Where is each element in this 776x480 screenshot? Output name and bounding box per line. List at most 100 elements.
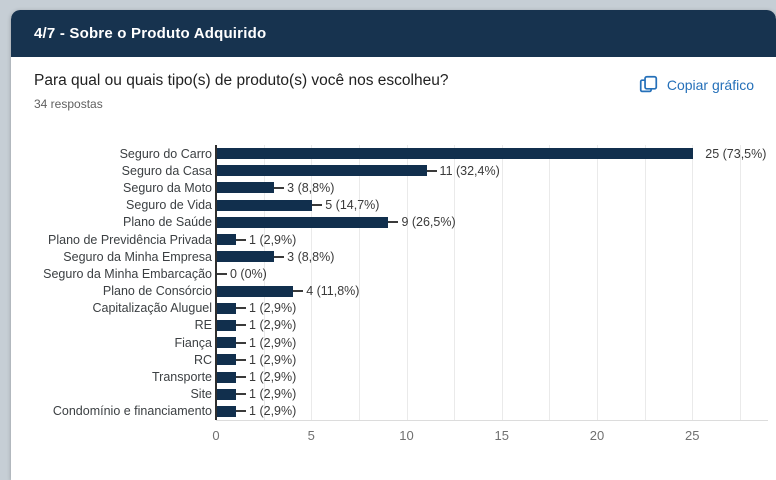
- bar-cell: 1 (2,9%): [217, 368, 776, 385]
- plot-grid: [11, 145, 776, 421]
- value-annotation: 5 (14,7%): [325, 198, 380, 213]
- bar-cell: 9 (26,5%): [217, 214, 776, 231]
- category-label: Plano de Saúde: [123, 215, 212, 230]
- bar: [217, 371, 237, 383]
- category-label: Condomínio e financiamento: [52, 404, 212, 419]
- gridline: [692, 145, 694, 420]
- bar-row: Condomínio e financiamento 1 (2,9%): [11, 403, 776, 420]
- x-tick-label: 0: [212, 428, 220, 443]
- value-annotation: 9 (26,5%): [401, 215, 456, 230]
- bar-cell: 1 (2,9%): [217, 300, 776, 317]
- bar-row: Seguro da Minha Embarcação 0 (0%): [11, 265, 776, 282]
- gridline: [549, 145, 551, 420]
- value-annotation: 3 (8,8%): [287, 180, 335, 195]
- value-annotation: 3 (8,8%): [287, 249, 335, 264]
- x-tick-label: 5: [307, 428, 315, 443]
- bar-cell: 1 (2,9%): [217, 231, 776, 248]
- bar-row: Plano de Consórcio 4 (11,8%): [11, 283, 776, 300]
- x-tick-label: 10: [399, 428, 414, 443]
- value-annotation: 1 (2,9%): [249, 318, 297, 333]
- annotation-stem: [274, 255, 285, 258]
- bar: [217, 405, 237, 417]
- category-label: Seguro do Carro: [119, 146, 212, 161]
- bar-row: Seguro da Moto 3 (8,8%): [11, 179, 776, 196]
- gridline: [501, 145, 503, 420]
- bar: [217, 182, 275, 194]
- copy-icon: [639, 75, 657, 93]
- bar: [217, 285, 294, 297]
- bar-row: RC 1 (2,9%): [11, 351, 776, 368]
- gridline: [454, 145, 456, 420]
- annotation-stem: [388, 221, 399, 224]
- gridline: [597, 145, 598, 420]
- bar: [217, 199, 313, 211]
- bar-cell: 1 (2,9%): [217, 334, 776, 351]
- category-label: RE: [194, 318, 212, 333]
- annotation-stem: [236, 341, 247, 344]
- gridline: [358, 145, 360, 420]
- category-label: Transporte: [152, 370, 212, 385]
- bar-row: Fiança 1 (2,9%): [11, 334, 776, 351]
- category-label: Seguro da Minha Embarcação: [43, 266, 212, 281]
- bar-row: Site 1 (2,9%): [11, 386, 776, 403]
- card-body: Para qual ou quais tipo(s) de produto(s)…: [11, 57, 776, 455]
- bar: [217, 337, 237, 349]
- gridline: [263, 145, 265, 420]
- bar-cell: 1 (2,9%): [217, 403, 776, 420]
- y-axis-line: [215, 145, 217, 420]
- bar: [217, 388, 237, 400]
- annotation-stem: [236, 307, 247, 310]
- annotation-stem: [236, 238, 247, 241]
- annotation-stem: [236, 393, 247, 396]
- value-annotation: 1 (2,9%): [249, 352, 297, 367]
- responses-count: 34 respostas: [34, 97, 103, 111]
- annotation-stem: [217, 272, 227, 275]
- gridline: [644, 145, 646, 420]
- copy-chart-button[interactable]: Copiar gráfico: [639, 75, 754, 94]
- bar-rows: Seguro do Carro 25 (73,5%) Seguro da Casa 1…: [11, 145, 776, 420]
- value-annotation: 1 (2,9%): [249, 387, 297, 402]
- bar-cell: 3 (8,8%): [217, 248, 776, 265]
- bar-cell: 3 (8,8%): [217, 179, 776, 196]
- category-label: Site: [190, 387, 212, 402]
- bar-cell: 25 (73,5%): [217, 145, 776, 162]
- category-label: Plano de Consórcio: [102, 284, 212, 299]
- bar-row: Plano de Previdência Privada 1 (2,9%): [11, 231, 776, 248]
- category-label: Fiança: [174, 335, 212, 350]
- value-annotation: 1 (2,9%): [249, 370, 297, 385]
- bar: [217, 302, 237, 314]
- bar-cell: 11 (32,4%): [217, 162, 776, 179]
- question-title: Para qual ou quais tipo(s) de produto(s)…: [34, 72, 449, 89]
- value-annotation: 0 (0%): [230, 266, 267, 281]
- category-label: Seguro de Vida: [126, 198, 212, 213]
- category-label: Capitalização Aluguel: [92, 301, 212, 316]
- annotation-stem: [236, 410, 247, 413]
- annotation-stem: [236, 324, 247, 327]
- annotation-stem: [236, 358, 247, 361]
- bar: [217, 319, 237, 331]
- bar-cell: 1 (2,9%): [217, 351, 776, 368]
- category-label: Seguro da Casa: [121, 163, 212, 178]
- annotation-stem: [293, 290, 304, 293]
- bar-row: Plano de Saúde 9 (26,5%): [11, 214, 776, 231]
- question-summary-card: 4/7 - Sobre o Produto Adquirido Para qua…: [11, 10, 776, 480]
- value-annotation: 4 (11,8%): [306, 284, 360, 299]
- gridline: [311, 145, 313, 420]
- category-label: Plano de Previdência Privada: [48, 232, 212, 247]
- value-annotation: 11 (32,4%): [439, 163, 500, 178]
- bar: [217, 354, 237, 366]
- value-annotation: 1 (2,9%): [249, 301, 297, 316]
- gridline: [739, 145, 741, 420]
- bar: [217, 165, 427, 177]
- bar-row: Seguro de Vida 5 (14,7%): [11, 197, 776, 214]
- bar-cell: 4 (11,8%): [217, 283, 776, 300]
- annotation-stem: [426, 169, 437, 172]
- bar: [217, 251, 275, 263]
- gridline: [406, 145, 408, 420]
- annotation-stem: [312, 204, 323, 207]
- category-label: Seguro da Moto: [123, 180, 212, 195]
- x-tick-label: 15: [494, 428, 509, 443]
- bar-cell: 5 (14,7%): [217, 197, 776, 214]
- annotation-stem: [274, 186, 285, 189]
- x-axis: 0 5 10 15 20 25: [11, 428, 776, 446]
